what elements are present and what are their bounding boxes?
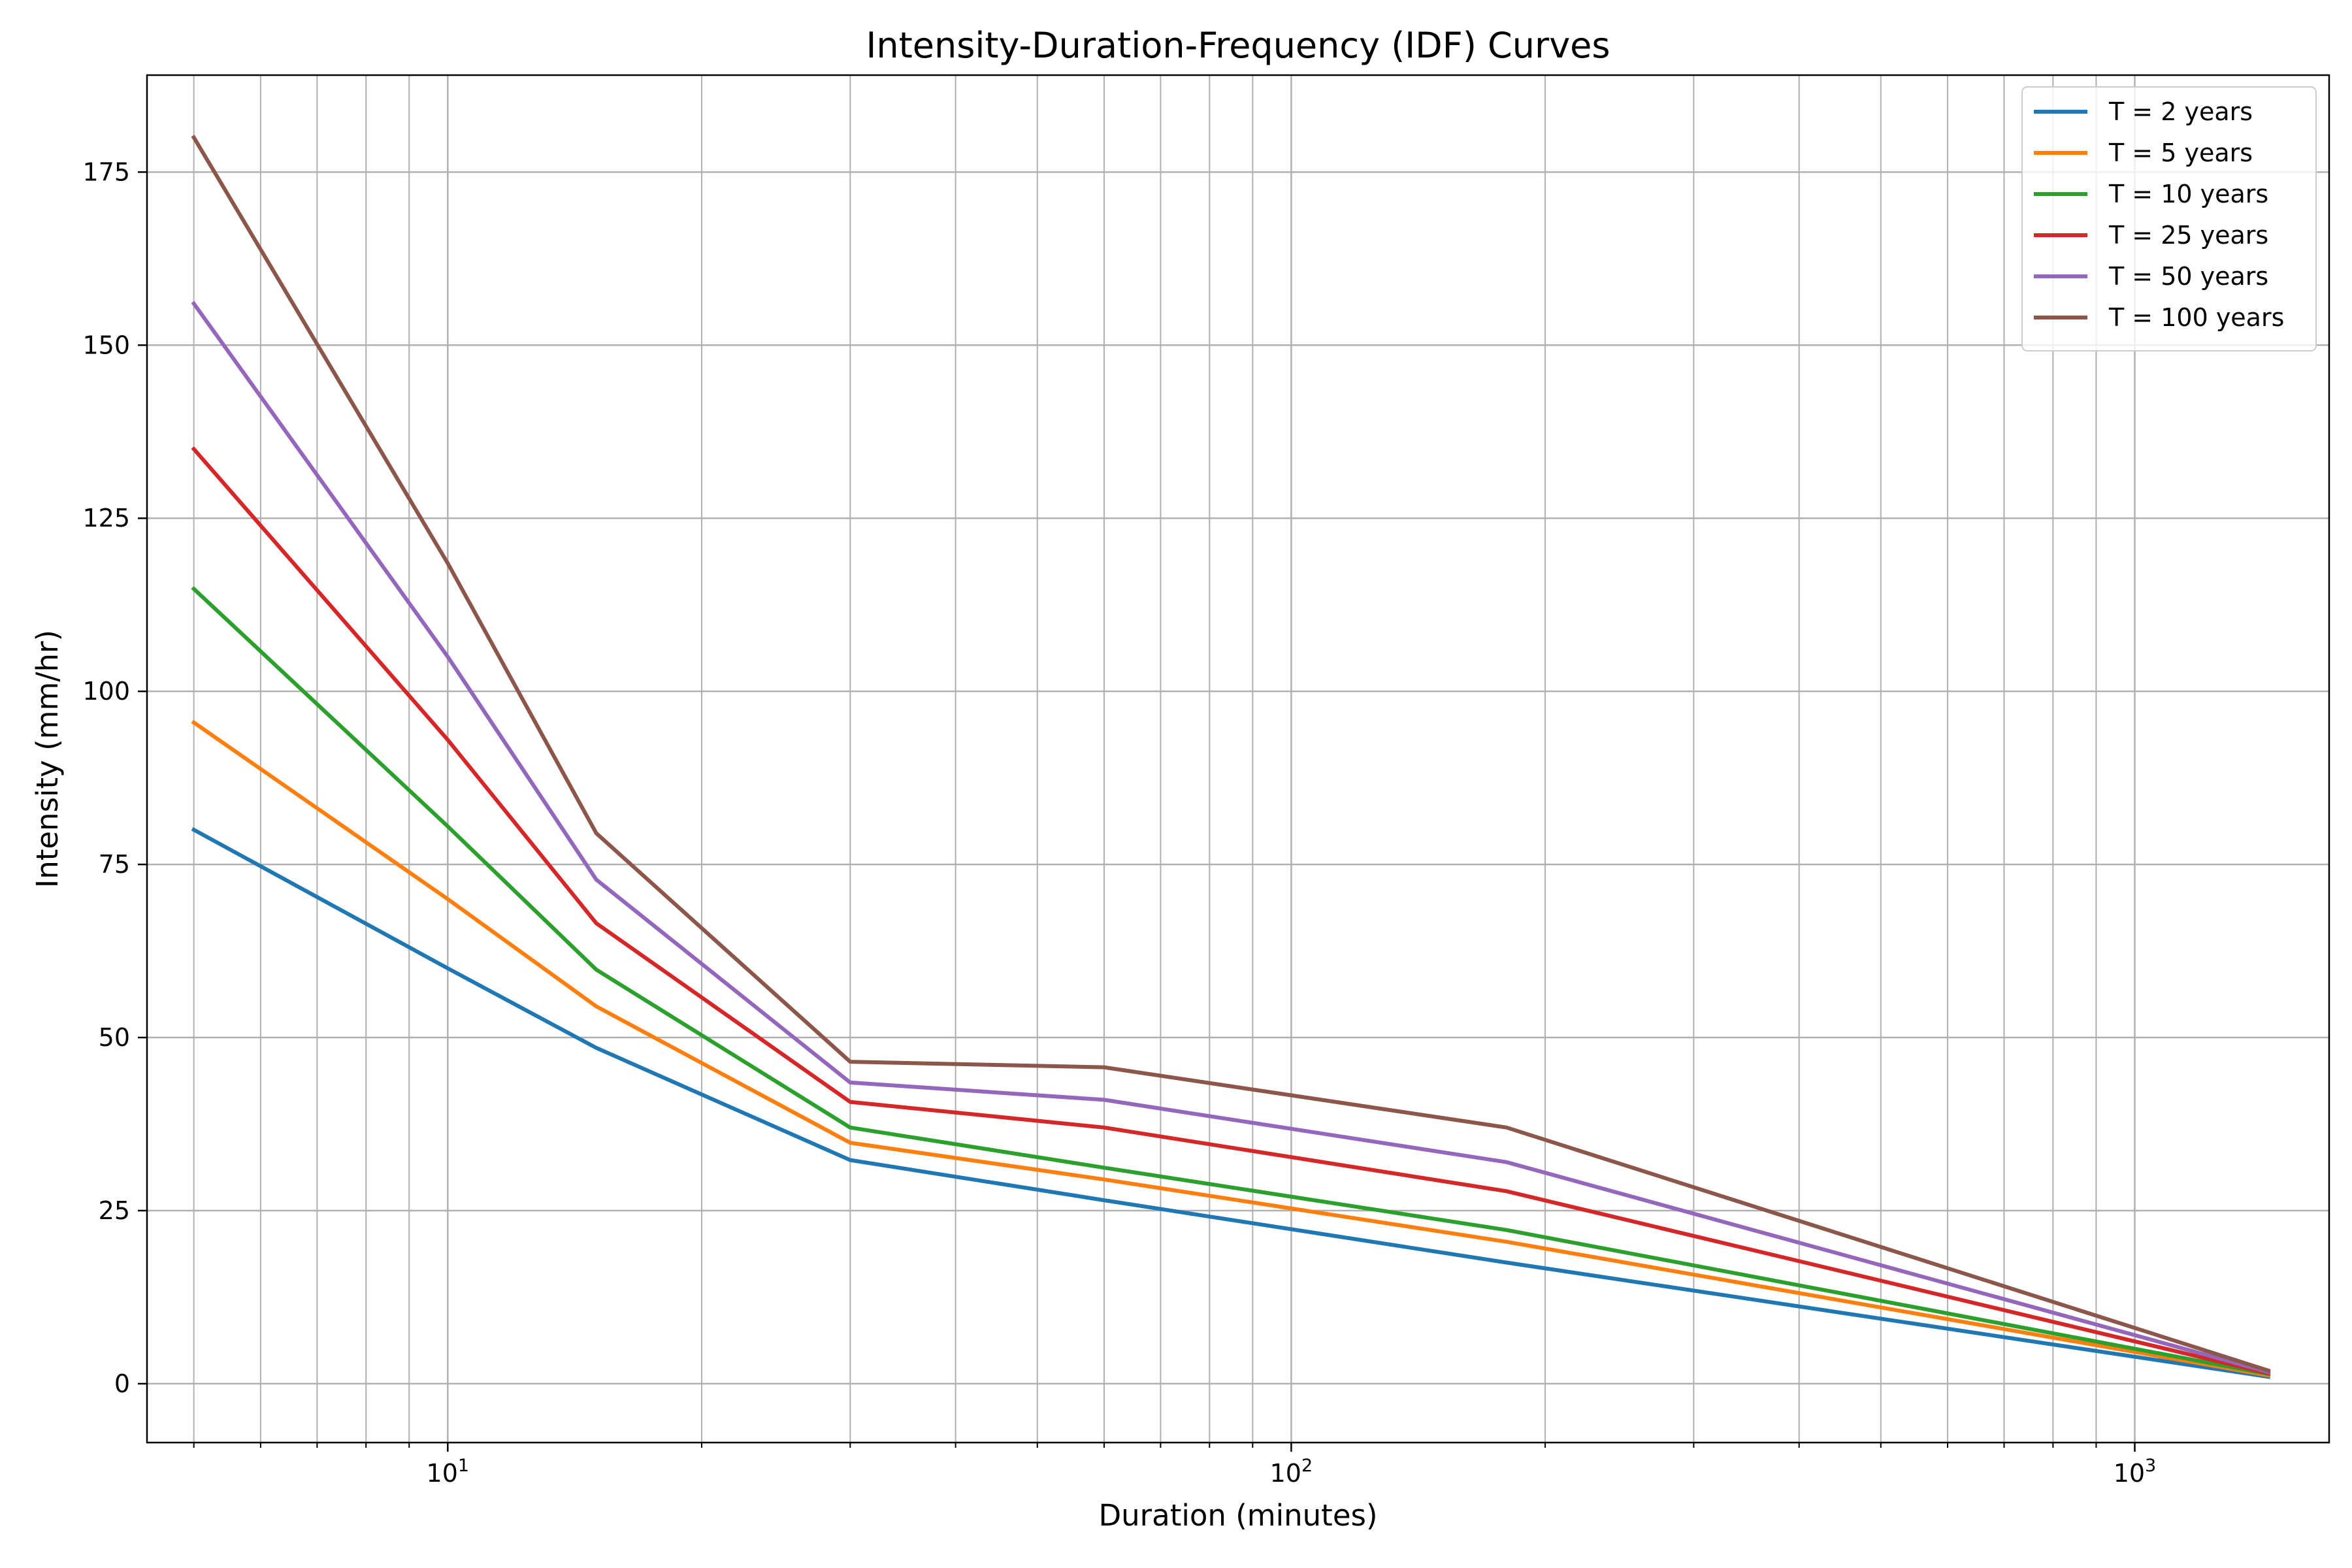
y-tick-label: 25	[99, 1196, 130, 1225]
series-line	[191, 827, 2271, 1379]
legend-label: T = 5 years	[2108, 139, 2253, 167]
legend-label: T = 10 years	[2108, 180, 2268, 208]
x-tick-label: 101	[427, 1456, 470, 1488]
plot-frame	[146, 74, 2330, 1444]
legend-box	[2021, 86, 2317, 351]
y-tick-label: 75	[99, 850, 130, 879]
y-tick-label: 50	[99, 1023, 130, 1052]
series-lines	[191, 135, 2271, 1379]
y-tick-label: 150	[82, 331, 130, 359]
axis-ticks: 101 102 103 0 25 50 75 100 125 150 175	[82, 157, 2156, 1488]
legend-label: T = 2 years	[2108, 97, 2253, 126]
legend-label: T = 50 years	[2108, 262, 2268, 291]
series-line	[191, 446, 2271, 1376]
y-tick-label: 125	[82, 504, 130, 532]
x-tick-label: 103	[2114, 1456, 2157, 1488]
x-tick-label: 102	[1270, 1456, 1313, 1488]
y-tick-label: 100	[82, 677, 130, 706]
series-line	[191, 719, 2271, 1378]
series-line	[191, 135, 2271, 1373]
chart-title: Intensity-Duration-Frequency (IDF) Curve…	[866, 25, 1610, 66]
y-tick-label: 175	[82, 157, 130, 186]
legend-label: T = 100 years	[2108, 303, 2284, 332]
legend-label: T = 25 years	[2108, 221, 2268, 250]
grid-lines	[147, 75, 2329, 1443]
y-axis-label: Intensity (mm/hr)	[30, 630, 65, 888]
x-axis-label: Duration (minutes)	[1098, 1498, 1377, 1533]
series-line	[191, 301, 2271, 1375]
legend: T = 2 years T = 5 years T = 10 years T = 25…	[2021, 86, 2317, 351]
series-line	[191, 586, 2271, 1377]
y-tick-label: 0	[114, 1369, 130, 1398]
